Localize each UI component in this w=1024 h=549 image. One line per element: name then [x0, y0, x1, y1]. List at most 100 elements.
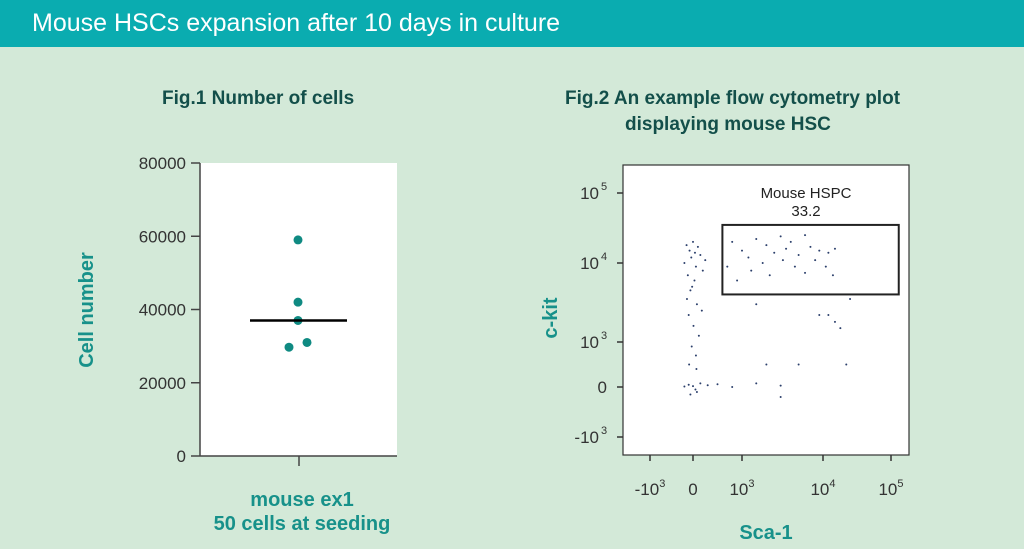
flow-event	[683, 262, 686, 264]
flow-event	[706, 384, 709, 387]
x-tick-label: -103	[635, 478, 666, 499]
flow-event	[692, 385, 694, 388]
flow-event	[692, 324, 695, 327]
y-tick-label: 20000	[139, 374, 186, 393]
flow-event	[773, 251, 776, 254]
flow-event	[726, 265, 729, 268]
flow-event	[695, 368, 698, 370]
flow-event	[827, 251, 830, 254]
flow-event	[765, 244, 768, 247]
flow-event	[690, 345, 693, 348]
flow-event	[831, 274, 834, 277]
data-point	[293, 297, 303, 307]
flow-event	[839, 327, 842, 330]
flow-event	[716, 383, 719, 386]
y-tick-label: 10	[580, 254, 599, 273]
y-tick-label: -10	[574, 428, 599, 447]
flow-event	[692, 240, 694, 243]
flow-event	[699, 254, 702, 257]
flow-event	[736, 279, 739, 282]
y-tick-label: 60000	[139, 227, 186, 246]
flow-event	[695, 303, 698, 306]
flow-event	[701, 269, 704, 272]
flow-event	[789, 240, 792, 243]
flow-event	[827, 313, 830, 316]
y-tick-exponent: 5	[601, 181, 607, 193]
flow-event	[797, 363, 800, 366]
fig2-title-line2: displaying mouse HSC	[625, 114, 831, 135]
fig1-title: Fig.1 Number of cells	[162, 88, 355, 109]
flow-event	[833, 320, 836, 323]
flow-event	[693, 251, 696, 254]
flow-event	[765, 363, 768, 366]
flow-event	[797, 254, 800, 257]
flow-event	[683, 385, 686, 388]
flow-event	[785, 247, 788, 250]
flow-event	[731, 386, 734, 388]
flow-event	[688, 249, 691, 252]
x-label-line1: mouse ex1	[250, 489, 353, 511]
flow-event	[694, 354, 697, 357]
flow-event	[689, 289, 692, 292]
flow-event	[750, 269, 753, 272]
page-header: Mouse HSCs expansion after 10 days in cu…	[0, 0, 1024, 47]
data-point	[302, 337, 312, 347]
flow-event	[687, 313, 690, 316]
y-tick-label: 0	[598, 378, 607, 397]
flow-event	[700, 309, 703, 312]
flow-event	[779, 384, 782, 387]
fig1-dot-plot: 0 20000 40000 60000 80000 Cell number mouse ex…	[76, 154, 397, 535]
flow-event	[693, 279, 696, 282]
flow-event	[686, 274, 689, 277]
flow-event	[689, 393, 692, 396]
flow-event	[755, 238, 758, 241]
flow-event	[755, 382, 758, 385]
flow-event	[824, 265, 827, 268]
flow-event	[685, 298, 688, 301]
data-point	[284, 342, 294, 352]
x-axis-label: Sca-1	[739, 522, 792, 544]
flow-event	[804, 234, 807, 237]
flow-event	[849, 298, 852, 301]
flow-event	[690, 256, 693, 259]
x-tick-label: 103	[729, 478, 754, 499]
flow-event	[768, 274, 771, 277]
y-tick-exponent: 4	[601, 251, 607, 263]
flow-event	[696, 245, 699, 248]
y-axis-label: Cell number	[76, 252, 98, 368]
gate-rectangle	[721, 223, 900, 296]
x-tick-label: 105	[878, 478, 903, 499]
y-tick-exponent: 3	[601, 330, 607, 342]
flow-event	[761, 262, 764, 264]
flow-event	[781, 259, 784, 262]
y-tick-label: 10	[580, 184, 599, 203]
plot-area	[200, 163, 397, 456]
flow-event	[779, 235, 782, 238]
flow-event	[741, 249, 743, 252]
flow-event	[818, 249, 821, 252]
flow-event	[699, 382, 702, 385]
data-point	[293, 235, 303, 245]
y-tick-exponent: 3	[601, 425, 607, 437]
y-tick-label: 0	[177, 447, 186, 466]
flow-event	[688, 363, 691, 366]
x-label-line2: 50 cells at seeding	[214, 513, 391, 535]
flow-event	[814, 259, 817, 262]
flow-event	[697, 334, 700, 337]
flow-event	[685, 244, 688, 247]
y-tick-label: 80000	[139, 154, 186, 173]
gate-value: 33.2	[791, 203, 820, 220]
flow-event	[694, 388, 697, 391]
flow-event	[833, 247, 836, 250]
flow-event	[694, 265, 697, 268]
flow-event	[747, 256, 750, 259]
flow-event	[755, 303, 758, 306]
x-tick-label: 0	[688, 480, 697, 499]
flow-event	[691, 285, 694, 288]
fig2-title: Fig.2 An example flow cytometry plot dis…	[565, 86, 900, 138]
flow-event	[793, 265, 796, 268]
flow-event	[731, 240, 734, 243]
flow-event	[704, 259, 707, 262]
